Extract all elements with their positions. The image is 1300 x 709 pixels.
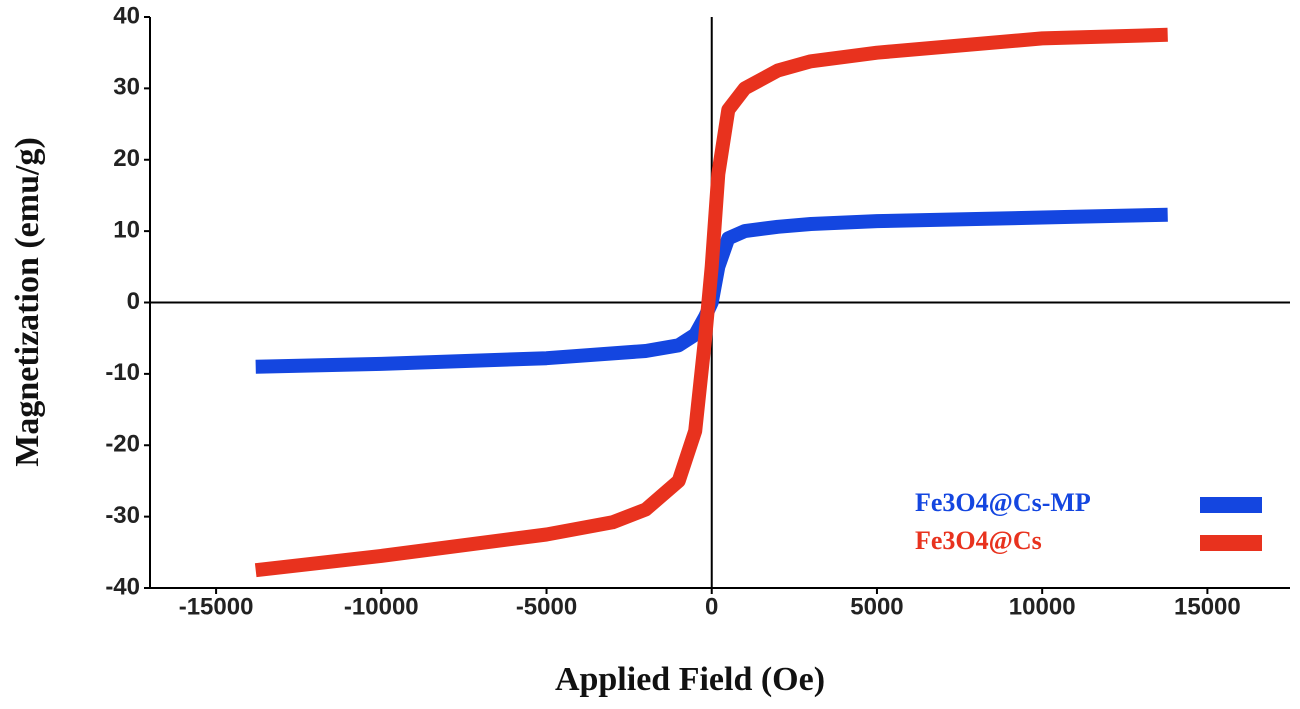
y-tick-label: 20: [113, 145, 140, 172]
y-tick-label: -30: [105, 502, 140, 529]
x-tick-label: -5000: [516, 593, 577, 620]
y-tick-label: 30: [113, 74, 140, 101]
y-tick-label: 0: [127, 288, 140, 315]
x-tick-label: 5000: [850, 593, 903, 620]
x-tick-label: 10000: [1009, 593, 1076, 620]
x-tick-label: -15000: [179, 593, 254, 620]
legend-label: Fe3O4@Cs-MP: [915, 488, 1091, 517]
x-tick-label: 15000: [1174, 593, 1241, 620]
y-tick-label: -10: [105, 359, 140, 386]
y-tick-label: -20: [105, 431, 140, 458]
x-tick-label: 0: [705, 593, 718, 620]
y-axis-label: Magnetization (emu/g): [9, 137, 46, 467]
x-axis-label: Applied Field (Oe): [555, 661, 825, 698]
y-tick-label: 40: [113, 2, 140, 29]
x-tick-label: -10000: [344, 593, 419, 620]
legend-swatch: [1200, 535, 1262, 551]
legend-swatch: [1200, 497, 1262, 513]
legend-label: Fe3O4@Cs: [915, 526, 1042, 555]
series-line: [254, 27, 1168, 578]
y-tick-label: 10: [113, 216, 140, 243]
y-tick-label: -40: [105, 573, 140, 600]
